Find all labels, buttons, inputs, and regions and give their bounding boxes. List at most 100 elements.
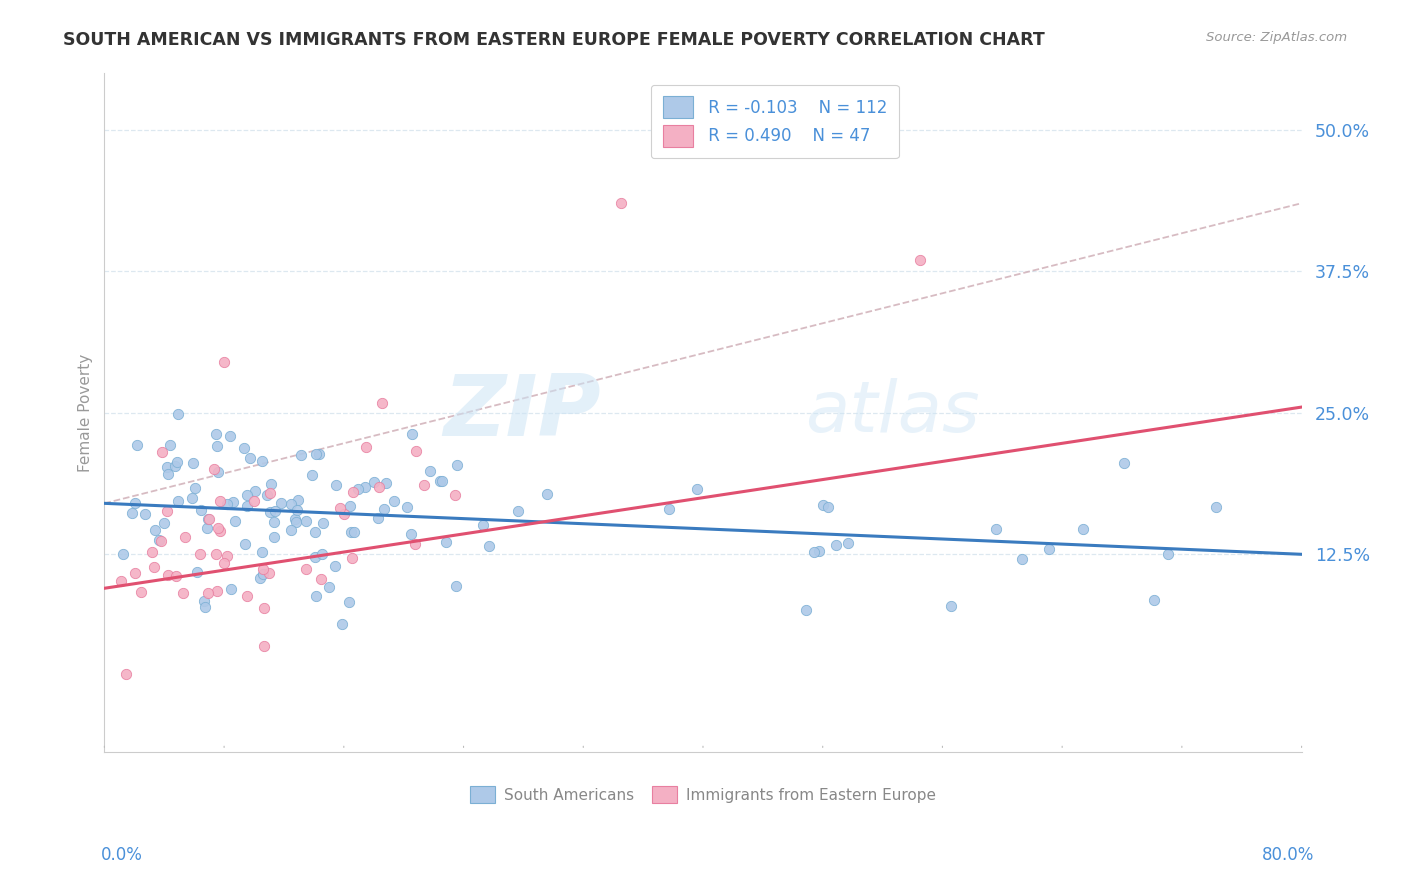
Point: [149, 534, 172, 549]
Point: [207, 521, 229, 535]
Point: [239, 450, 262, 465]
Point: [284, 515, 307, 529]
Point: [1071, 522, 1094, 536]
Point: [323, 558, 346, 573]
Point: [280, 523, 302, 537]
Point: [353, 480, 375, 494]
Point: [143, 523, 166, 537]
Point: [148, 533, 170, 547]
Point: [304, 525, 326, 540]
Point: [325, 477, 347, 491]
Point: [817, 500, 839, 514]
Point: [339, 499, 361, 513]
Point: [329, 501, 352, 516]
Point: [295, 562, 318, 576]
Text: ZIP: ZIP: [444, 371, 602, 454]
Point: [205, 584, 228, 599]
Point: [446, 458, 468, 472]
Point: [124, 496, 146, 510]
Point: [256, 487, 278, 501]
Point: [197, 512, 219, 526]
Point: [287, 492, 309, 507]
Point: [129, 584, 152, 599]
Point: [429, 474, 451, 488]
Point: [212, 556, 235, 570]
Point: [342, 525, 364, 540]
Point: [686, 483, 709, 497]
Point: [233, 537, 256, 551]
Point: [939, 599, 962, 614]
Point: [434, 534, 457, 549]
Point: [218, 429, 240, 443]
Point: [356, 441, 378, 455]
Point: [173, 530, 195, 544]
Point: [152, 516, 174, 530]
Point: [318, 580, 340, 594]
Point: [1038, 541, 1060, 556]
Point: [367, 511, 389, 525]
Point: [252, 600, 274, 615]
Point: [257, 566, 280, 580]
Point: [150, 445, 173, 459]
Point: [280, 497, 302, 511]
Point: [212, 355, 235, 369]
Point: [184, 481, 207, 495]
Point: [373, 501, 395, 516]
Point: [197, 586, 219, 600]
Point: [658, 502, 681, 516]
Point: [399, 527, 422, 541]
Point: [233, 441, 256, 455]
Point: [794, 603, 817, 617]
Point: [205, 426, 228, 441]
Point: [375, 476, 398, 491]
Point: [259, 486, 281, 500]
Point: [110, 574, 132, 588]
Point: [263, 530, 285, 544]
Point: [294, 514, 316, 528]
Point: [127, 438, 149, 452]
Point: [250, 545, 273, 559]
Point: [243, 484, 266, 499]
Point: [259, 505, 281, 519]
Point: [166, 455, 188, 469]
Point: [305, 447, 328, 461]
Point: [803, 545, 825, 559]
Point: [1143, 593, 1166, 607]
Point: [181, 456, 204, 470]
Point: [808, 544, 831, 558]
Point: [193, 594, 215, 608]
Point: [285, 502, 308, 516]
Point: [1011, 552, 1033, 566]
Point: [340, 550, 363, 565]
Text: SOUTH AMERICAN VS IMMIGRANTS FROM EASTERN EUROPE FEMALE POVERTY CORRELATION CHAR: SOUTH AMERICAN VS IMMIGRANTS FROM EASTER…: [63, 31, 1045, 49]
Point: [219, 582, 242, 596]
Point: [311, 547, 333, 561]
Point: [215, 549, 238, 563]
Point: [172, 586, 194, 600]
Point: [984, 522, 1007, 536]
Point: [190, 503, 212, 517]
Point: [260, 477, 283, 491]
Text: 0.0%: 0.0%: [101, 846, 143, 863]
Point: [236, 500, 259, 514]
Point: [263, 515, 285, 529]
Point: [236, 589, 259, 603]
Point: [305, 589, 328, 603]
Point: [342, 484, 364, 499]
Point: [205, 547, 228, 561]
Y-axis label: Female Poverty: Female Poverty: [79, 353, 93, 472]
Point: [508, 503, 530, 517]
Point: [157, 467, 180, 481]
Point: [304, 549, 326, 564]
Point: [371, 396, 394, 410]
Text: 80.0%: 80.0%: [1263, 846, 1315, 863]
Text: Source: ZipAtlas.com: Source: ZipAtlas.com: [1206, 31, 1347, 45]
Point: [208, 524, 231, 538]
Point: [472, 518, 495, 533]
Point: [207, 465, 229, 479]
Point: [155, 504, 177, 518]
Point: [181, 491, 204, 505]
Point: [215, 497, 238, 511]
Point: [337, 594, 360, 608]
Point: [111, 547, 134, 561]
